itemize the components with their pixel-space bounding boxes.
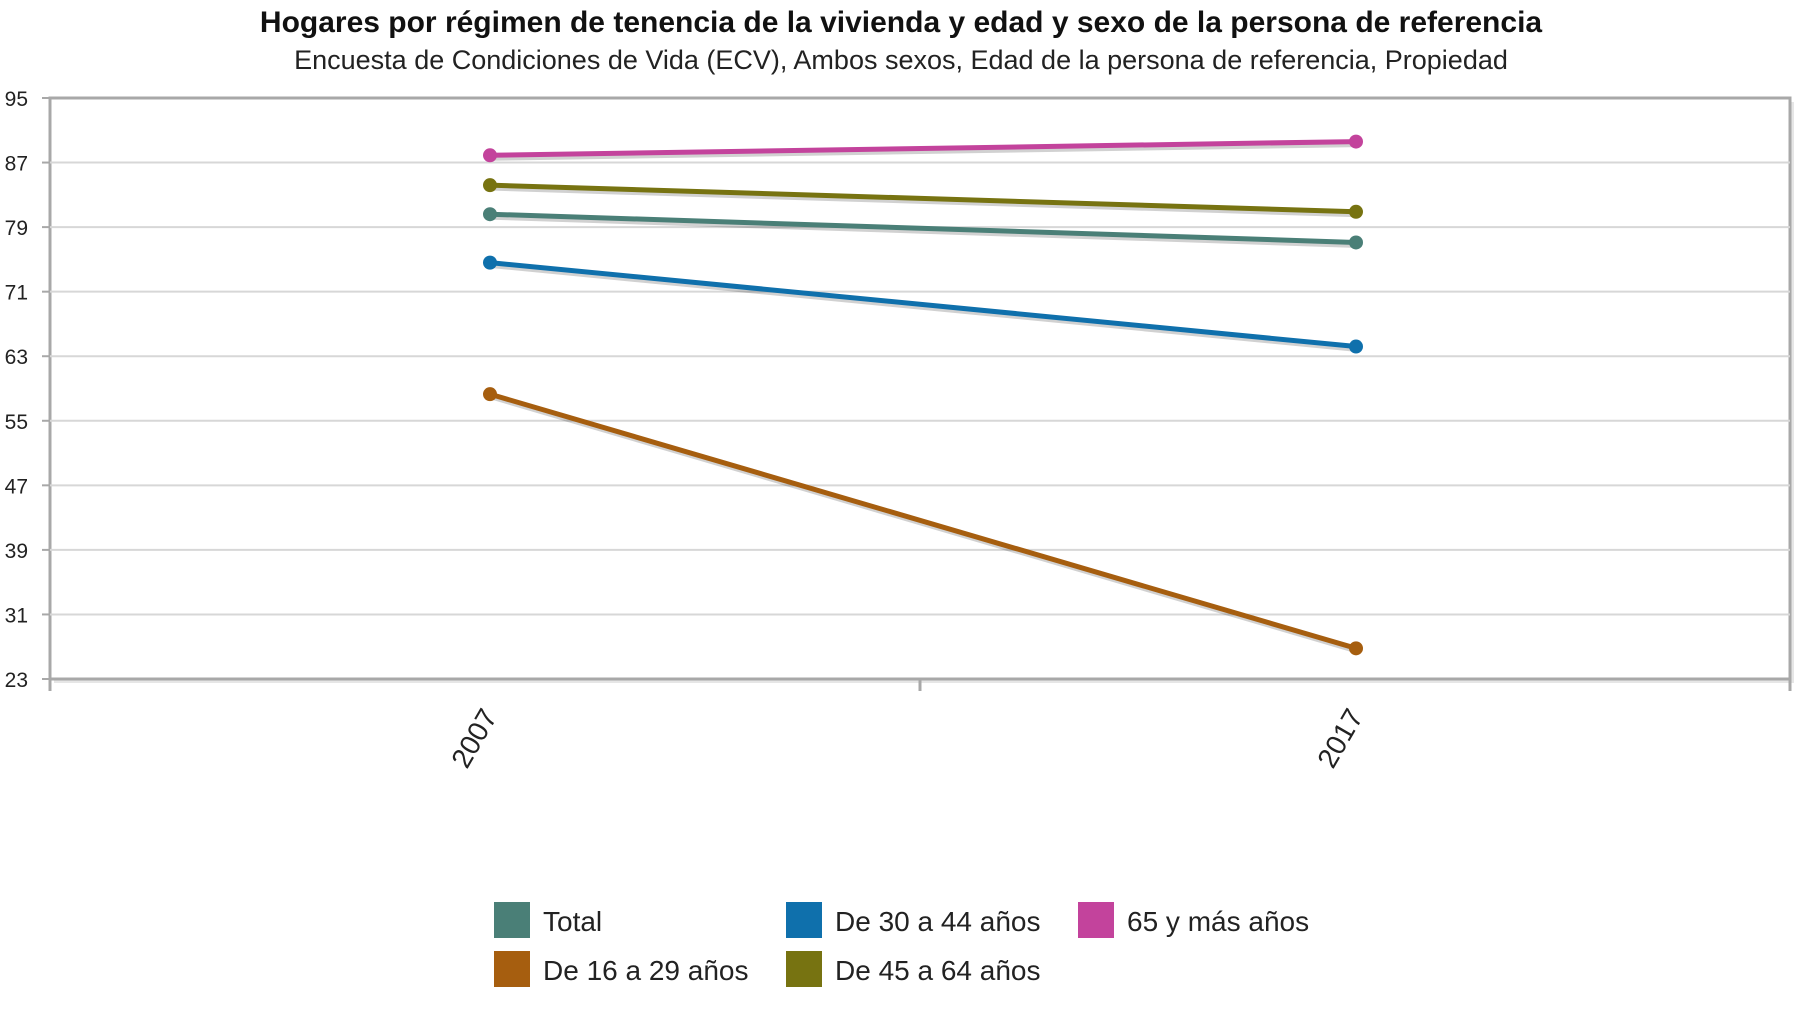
x-tick-label: 2007 [445,704,503,773]
series-shadow [491,214,1359,248]
series-shadow-line [491,263,1359,353]
legend: Total De 16 a 29 años De 30 a 44 años De 45… [494,902,1309,987]
data-point [1349,204,1363,219]
series-shadow [491,263,1359,353]
legend-label: De 30 a 44 años [835,906,1041,937]
series-line [489,391,1357,651]
y-tick-label: 47 [5,475,28,498]
data-point [483,255,497,270]
legend-swatch [494,902,530,938]
series-shadow [491,142,1359,161]
legend-swatch [786,902,822,938]
y-tick-label: 23 [5,669,28,692]
series-lines [483,134,1363,656]
y-tick-label: 71 [5,282,28,305]
legend-swatch [786,951,822,987]
y-axis: 95 87 79 71 63 55 47 39 31 23 [5,88,50,692]
data-point [483,387,497,402]
y-tick-label: 95 [5,88,28,111]
series-shadow-line [491,142,1359,161]
series-line [489,139,1357,158]
x-axis: 2007 2017 [48,679,1792,773]
y-tick-label: 39 [5,540,28,563]
chart-subtitle: Encuesta de Condiciones de Vida (ECV), A… [294,45,1508,75]
series-line [489,211,1357,245]
legend-label: Total [543,906,602,937]
series-shadow-line [491,214,1359,248]
series-line [489,260,1357,350]
legend-label: 65 y más años [1127,906,1309,937]
x-tick-label: 2017 [1311,704,1369,773]
series-shadow [491,185,1359,218]
data-point [1349,641,1363,656]
series-shadow-line [491,185,1359,218]
data-point [1349,235,1363,250]
legend-label: De 16 a 29 años [543,955,749,986]
legend-swatch [1078,902,1114,938]
y-tick-label: 63 [5,346,28,369]
chart-title: Hogares por régimen de tenencia de la vi… [260,6,1542,39]
data-point [483,148,497,163]
y-tick-label: 55 [5,411,28,434]
data-point [1349,134,1363,149]
y-tick-label: 31 [5,604,28,627]
y-tick-label: 87 [5,153,28,176]
data-point [483,207,497,222]
plot-area [48,96,1792,681]
data-point [1349,339,1363,354]
legend-label: De 45 a 64 años [835,955,1041,986]
legend-swatch [494,951,530,987]
y-tick-label: 79 [5,217,28,240]
data-point [483,178,497,193]
series-line [489,182,1357,215]
